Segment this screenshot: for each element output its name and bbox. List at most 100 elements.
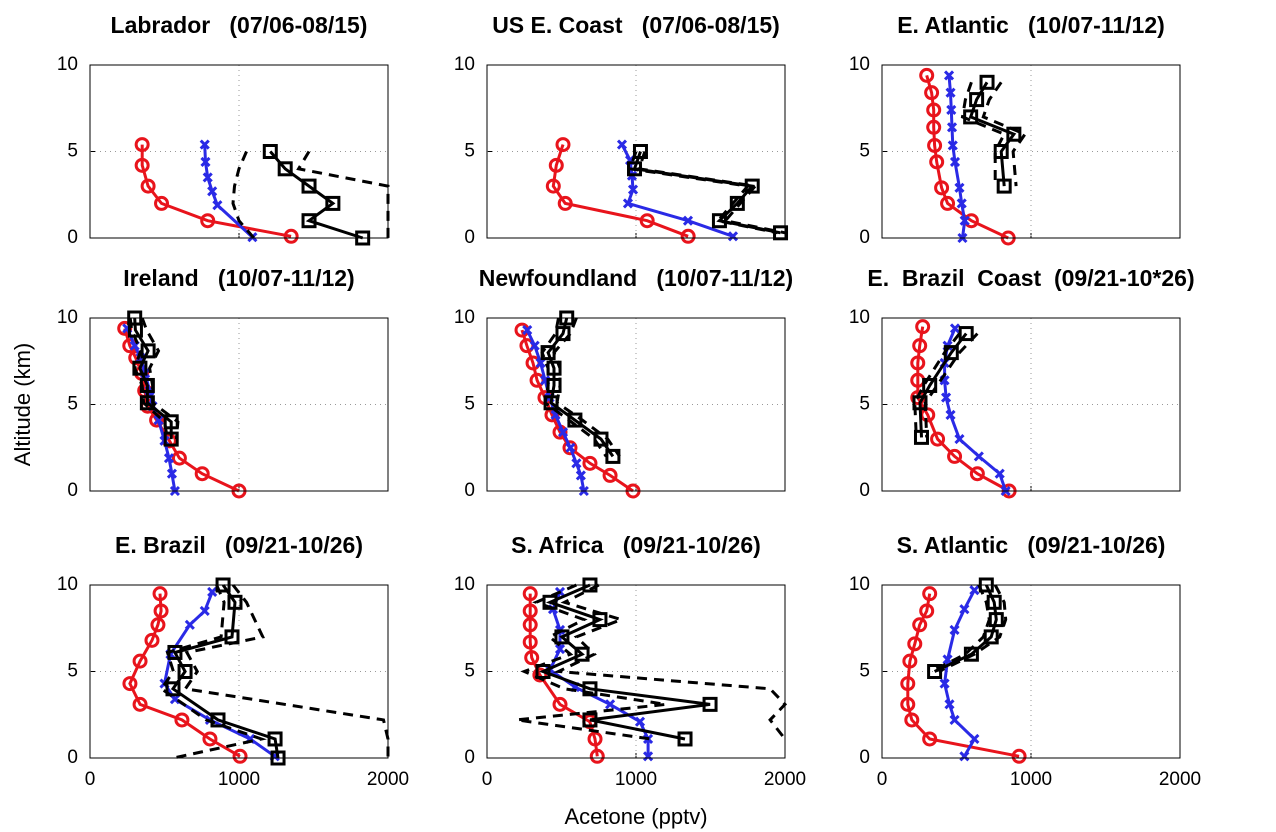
profile-line bbox=[960, 81, 1007, 187]
marker bbox=[325, 195, 341, 211]
marker bbox=[947, 448, 963, 464]
y-tick-label: 0 bbox=[464, 227, 475, 248]
profile-line bbox=[552, 583, 788, 740]
profile-line bbox=[930, 584, 991, 673]
marker bbox=[959, 215, 970, 226]
marker bbox=[993, 144, 1009, 159]
panel: US E. Coast (07/06-08/15) 0 5 10 bbox=[454, 12, 789, 248]
marker bbox=[969, 466, 985, 482]
profile-line bbox=[539, 583, 711, 741]
marker bbox=[940, 195, 956, 211]
axes-frame bbox=[881, 64, 1181, 239]
profile-line bbox=[516, 583, 667, 741]
marker bbox=[915, 319, 931, 335]
profile-line bbox=[159, 584, 267, 760]
marker bbox=[949, 156, 961, 167]
marker bbox=[627, 184, 639, 195]
profile-line bbox=[170, 584, 280, 759]
x-tick-label: 1000 bbox=[1010, 769, 1052, 790]
panel-title: Ireland (10/07-11/12) bbox=[123, 265, 354, 291]
marker bbox=[267, 731, 283, 747]
marker bbox=[986, 594, 1002, 610]
marker bbox=[582, 455, 598, 471]
profile-line bbox=[636, 151, 786, 235]
marker bbox=[562, 440, 578, 456]
marker bbox=[529, 340, 540, 351]
marker bbox=[639, 213, 655, 229]
x-tick-label: 2000 bbox=[367, 769, 409, 790]
panel: E. Brazil (09/21-10/26) 0 5 10 0 1000 2000 bbox=[57, 532, 409, 790]
y-tick-label: 10 bbox=[57, 54, 78, 75]
y-tick-label: 10 bbox=[454, 54, 475, 75]
marker bbox=[557, 195, 573, 211]
marker bbox=[929, 154, 945, 170]
axes-frame bbox=[486, 584, 786, 759]
marker bbox=[994, 468, 1005, 479]
marker bbox=[174, 712, 190, 728]
marker bbox=[194, 466, 210, 482]
marker bbox=[919, 603, 935, 619]
x-tick-label: 2000 bbox=[1159, 769, 1201, 790]
marker bbox=[954, 434, 965, 445]
panel: S. Africa (09/21-10/26) 0 5 10 0 1000 2000 bbox=[454, 532, 806, 790]
x-tick-label: 0 bbox=[877, 769, 888, 790]
marker bbox=[154, 195, 170, 211]
marker bbox=[171, 450, 187, 466]
marker bbox=[575, 470, 586, 481]
y-tick-label: 5 bbox=[67, 394, 78, 415]
axes-frame bbox=[881, 317, 1181, 492]
profile-line bbox=[133, 317, 173, 440]
marker bbox=[545, 178, 561, 194]
marker bbox=[207, 586, 218, 597]
marker bbox=[587, 731, 603, 747]
marker bbox=[210, 712, 226, 728]
marker bbox=[616, 139, 628, 150]
y-tick-label: 0 bbox=[67, 480, 78, 501]
marker bbox=[919, 67, 935, 83]
marker bbox=[153, 603, 169, 619]
marker bbox=[622, 198, 634, 209]
x-axis-label: Acetone (pptv) bbox=[564, 804, 707, 829]
marker bbox=[166, 468, 178, 479]
marker bbox=[946, 122, 958, 133]
marker bbox=[163, 453, 175, 464]
marker bbox=[524, 650, 540, 666]
marker bbox=[922, 731, 938, 747]
marker bbox=[554, 643, 566, 655]
plot-area bbox=[90, 318, 388, 491]
marker bbox=[958, 326, 974, 342]
marker bbox=[522, 634, 538, 650]
marker bbox=[926, 102, 942, 118]
y-tick-label: 5 bbox=[859, 661, 870, 682]
profile-line bbox=[627, 151, 778, 235]
marker bbox=[682, 215, 694, 226]
y-tick-label: 10 bbox=[454, 307, 475, 328]
marker bbox=[944, 699, 955, 710]
marker bbox=[552, 696, 568, 712]
y-tick-label: 5 bbox=[67, 661, 78, 682]
marker bbox=[949, 624, 960, 636]
marker bbox=[959, 604, 970, 615]
marker bbox=[954, 182, 965, 193]
marker bbox=[946, 104, 957, 116]
marker bbox=[907, 636, 923, 652]
marker bbox=[927, 137, 943, 153]
marker bbox=[212, 200, 223, 211]
profile-line bbox=[231, 150, 256, 239]
panel-title: Labrador (07/06-08/15) bbox=[111, 12, 368, 38]
plot-area bbox=[90, 585, 388, 758]
marker bbox=[301, 213, 317, 229]
x-tick-label: 1000 bbox=[615, 769, 657, 790]
panel: Newfoundland (10/07-11/12) 0 5 10 bbox=[454, 265, 793, 501]
profile-line bbox=[906, 593, 1020, 758]
marker bbox=[150, 617, 166, 633]
profile-line bbox=[552, 317, 621, 458]
y-tick-label: 10 bbox=[57, 574, 78, 595]
marker bbox=[904, 712, 920, 728]
marker bbox=[979, 74, 995, 90]
axes-frame bbox=[89, 317, 389, 492]
profile-line bbox=[913, 332, 961, 438]
marker bbox=[202, 731, 218, 747]
marker bbox=[582, 712, 598, 728]
